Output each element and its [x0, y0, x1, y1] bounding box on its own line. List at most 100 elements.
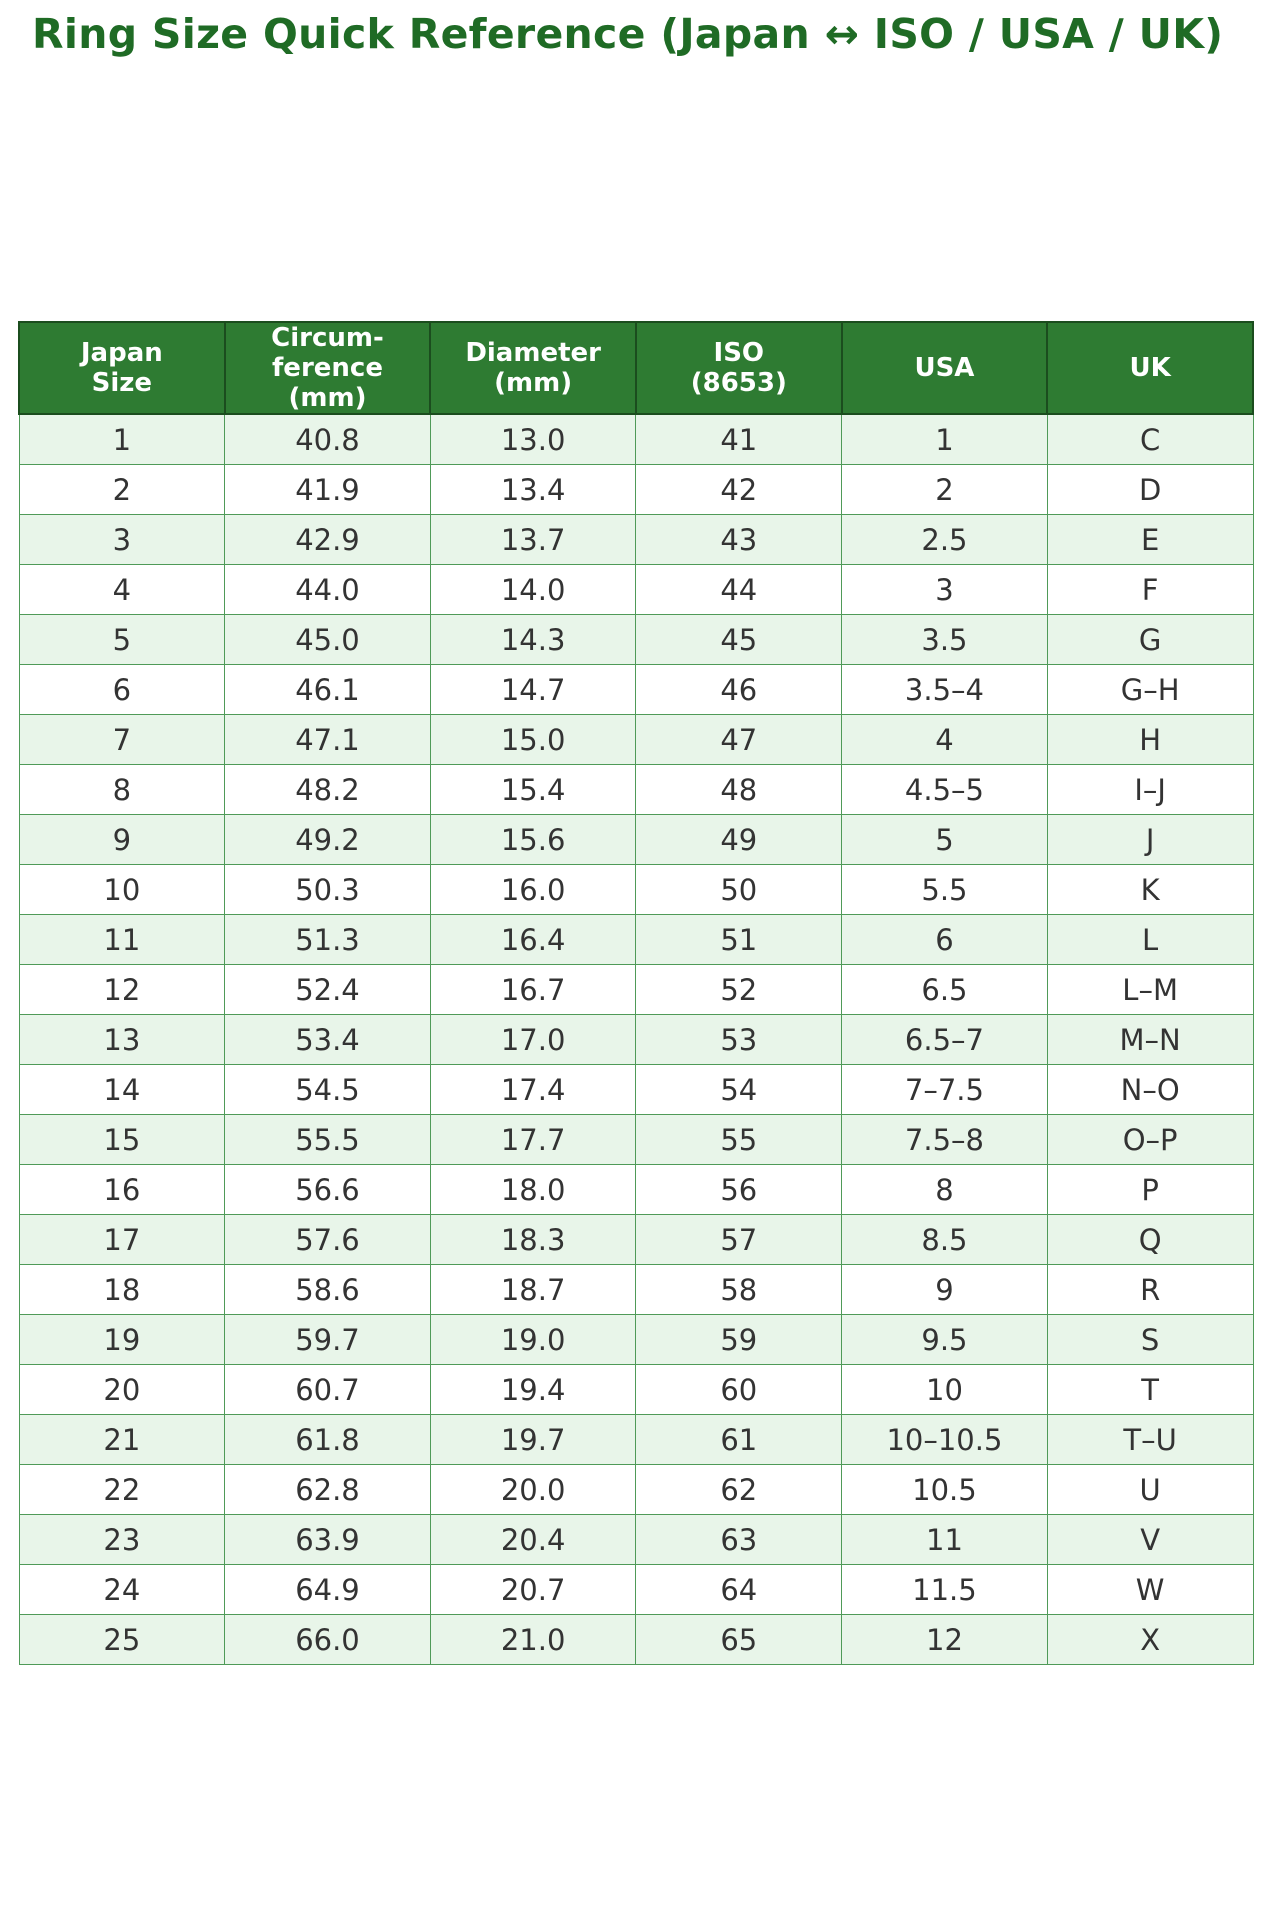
table-cell: 6.5–7 [841, 1014, 1048, 1065]
table-row: 3 42.9 13.7 43 2.5 E [18, 514, 1254, 565]
table-cell: 44.0 [224, 564, 431, 615]
table-cell: 14 [18, 1064, 226, 1115]
table-row: 11 51.3 16.4 51 6 L [18, 914, 1254, 965]
table-cell: 48.2 [224, 764, 431, 815]
table-cell: 10.5 [841, 1464, 1048, 1515]
table-cell: 2 [841, 464, 1048, 515]
table-cell: 22 [18, 1464, 226, 1515]
table-cell: T–U [1046, 1414, 1254, 1465]
table-row: 15 55.5 17.7 55 7.5–8 O–P [18, 1114, 1254, 1165]
table-cell: 9 [18, 814, 226, 865]
table-cell: 10–10.5 [841, 1414, 1048, 1465]
table-cell: 14.3 [429, 614, 637, 665]
table-cell: 20.4 [429, 1514, 637, 1565]
table-cell: 15.4 [429, 764, 637, 815]
table-cell: 24 [18, 1564, 226, 1615]
header-line: ference [272, 353, 383, 383]
table-cell: 11 [18, 914, 226, 965]
table-cell: 25 [18, 1614, 226, 1665]
table-cell: 9 [841, 1264, 1048, 1315]
table-cell: 59 [635, 1314, 843, 1365]
header-line: (mm) [494, 368, 573, 398]
table-cell: 52.4 [224, 964, 431, 1015]
table-cell: 63 [635, 1514, 843, 1565]
table-cell: X [1046, 1614, 1254, 1665]
table-cell: 56 [635, 1164, 843, 1215]
table-cell: 1 [18, 413, 226, 465]
table-cell: 17.0 [429, 1014, 637, 1065]
table-cell: 20 [18, 1364, 226, 1415]
table-cell: 9.5 [841, 1314, 1048, 1365]
table-cell: L [1046, 914, 1254, 965]
ring-size-table: Japan Size Circum-ference (mm) Diameter (mm) I… [18, 321, 1254, 1665]
table-cell: 2.5 [841, 514, 1048, 565]
table-cell: R [1046, 1264, 1254, 1315]
table-cell: 52 [635, 964, 843, 1015]
table-cell: 55 [635, 1114, 843, 1165]
table-cell: 54.5 [224, 1064, 431, 1115]
table-cell: 20.7 [429, 1564, 637, 1615]
column-header: UK [1046, 321, 1254, 415]
table-cell: 11.5 [841, 1564, 1048, 1615]
table-cell: 7 [18, 714, 226, 765]
table-row: 20 60.7 19.4 60 10 T [18, 1364, 1254, 1415]
table-cell: 65 [635, 1614, 843, 1665]
table-cell: 19.4 [429, 1364, 637, 1415]
header-line: Circum- [271, 323, 384, 353]
table-cell: 51 [635, 914, 843, 965]
table-cell: C [1046, 413, 1254, 465]
table-cell: G [1046, 614, 1254, 665]
table-cell: 45 [635, 614, 843, 665]
table-cell: W [1046, 1564, 1254, 1615]
table-cell: 58.6 [224, 1264, 431, 1315]
table-cell: U [1046, 1464, 1254, 1515]
table-cell: 15 [18, 1114, 226, 1165]
table-cell: 18.7 [429, 1264, 637, 1315]
table-cell: 2 [18, 464, 226, 515]
table-cell: 6 [841, 914, 1048, 965]
table-cell: 12 [841, 1614, 1048, 1665]
table-cell: G–H [1046, 664, 1254, 715]
table-cell: 18.3 [429, 1214, 637, 1265]
table-row: 7 47.1 15.0 47 4 H [18, 714, 1254, 765]
table-cell: 13.0 [429, 413, 637, 465]
table-cell: 8 [18, 764, 226, 815]
table-cell: 53.4 [224, 1014, 431, 1065]
table-cell: 19 [18, 1314, 226, 1365]
table-row: 16 56.6 18.0 56 8 P [18, 1164, 1254, 1215]
table-row: 18 58.6 18.7 58 9 R [18, 1264, 1254, 1315]
table-cell: 13.7 [429, 514, 637, 565]
table-row: 13 53.4 17.0 53 6.5–7 M–N [18, 1014, 1254, 1065]
table-cell: 56.6 [224, 1164, 431, 1215]
table-cell: 46 [635, 664, 843, 715]
table-cell: O–P [1046, 1114, 1254, 1165]
table-body: 1 40.8 13.0 41 1 C 2 41.9 13.4 42 2 D 3 42.9 13.7 43 2.5… [18, 413, 1254, 1665]
table-cell: 16.4 [429, 914, 637, 965]
table-row: 10 50.3 16.0 50 5.5 K [18, 864, 1254, 915]
table-row: 14 54.5 17.4 54 7–7.5 N–O [18, 1064, 1254, 1115]
table-cell: 54 [635, 1064, 843, 1115]
table-cell: 4.5–5 [841, 764, 1048, 815]
table-cell: 58 [635, 1264, 843, 1315]
table-cell: 57.6 [224, 1214, 431, 1265]
table-cell: 10 [18, 864, 226, 915]
table-cell: V [1046, 1514, 1254, 1565]
table-cell: 21.0 [429, 1614, 637, 1665]
table-cell: 62 [635, 1464, 843, 1515]
table-cell: Q [1046, 1214, 1254, 1265]
table-cell: M–N [1046, 1014, 1254, 1065]
table-cell: 44 [635, 564, 843, 615]
table-cell: 41 [635, 413, 843, 465]
table-cell: 53 [635, 1014, 843, 1065]
table-cell: 20.0 [429, 1464, 637, 1515]
table-cell: D [1046, 464, 1254, 515]
header-line: (8653) [690, 368, 787, 398]
header-line: ISO [713, 338, 765, 368]
table-row: 25 66.0 21.0 65 12 X [18, 1614, 1254, 1665]
table-cell: 18.0 [429, 1164, 637, 1215]
header-row: Japan Size Circum-ference (mm) Diameter (mm) I… [18, 321, 1254, 415]
table-cell: 42 [635, 464, 843, 515]
table-cell: 47.1 [224, 714, 431, 765]
table-cell: 4 [18, 564, 226, 615]
